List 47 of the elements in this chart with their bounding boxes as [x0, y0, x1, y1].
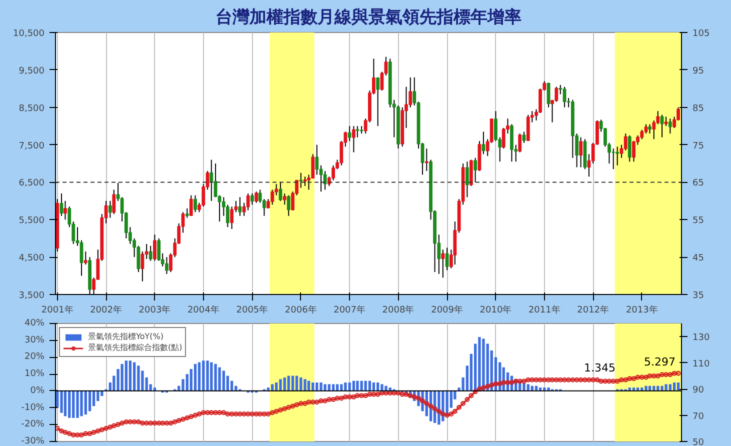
x-tick-label: 2008年	[382, 304, 414, 316]
y-tick-label: -30%	[21, 436, 45, 446]
x-tick-label: 2004年	[187, 304, 220, 316]
y2-tick-label: 75	[692, 141, 704, 152]
y-tick-label: 3,500	[18, 291, 45, 301]
y-tick-label: 8,500	[18, 104, 45, 114]
y-tick-label: 10,500	[13, 29, 45, 39]
annotation: 1.345	[584, 362, 616, 374]
x-tick-label: 2011年	[528, 304, 560, 316]
y-tick-label: 4,500	[18, 254, 45, 264]
y-tick-label: 5,500	[18, 216, 45, 226]
x-tick-label: 2012年	[577, 304, 610, 316]
y2-tick-label: 50	[692, 438, 704, 446]
annotation: 5.297	[644, 356, 676, 368]
y2-tick-label: 70	[692, 412, 704, 422]
x-tick-label: 2003年	[138, 304, 171, 316]
y-tick-label: -10%	[21, 402, 45, 413]
x-tick-label: 2002年	[90, 304, 122, 316]
y2-tick-label: 90	[692, 386, 704, 396]
legend-label: 景氣領先指標YoY(%)	[88, 331, 164, 342]
y-tick-label: 40%	[24, 318, 45, 328]
x-tick-label: 2010年	[480, 304, 512, 316]
y-tick-label: -20%	[21, 420, 45, 430]
y-tick-label: 6,500	[18, 178, 45, 189]
y-tick-label: 9,500	[18, 66, 45, 76]
y2-tick-label: 95	[692, 66, 704, 76]
y2-tick-label: 105	[692, 29, 710, 39]
legend-label: 景氣領先指標綜合指數(點)	[88, 342, 182, 353]
y-tick-label: 20%	[24, 352, 45, 362]
y2-tick-label: 55	[692, 216, 704, 226]
x-tick-label: 2006年	[284, 304, 317, 316]
y2-tick-label: 65	[692, 178, 704, 189]
y2-tick-label: 45	[692, 254, 704, 264]
y-tick-label: 10%	[24, 369, 45, 380]
y-tick-label: 30%	[24, 335, 45, 346]
x-tick-label: 2001年	[41, 304, 74, 316]
y-tick-label: 7,500	[18, 141, 45, 152]
x-tick-label: 2005年	[236, 304, 268, 316]
y2-tick-label: 85	[692, 104, 704, 114]
x-tick-label: 2007年	[334, 304, 366, 316]
x-tick-label: 2013年	[626, 304, 658, 316]
chart-title: 台灣加權指數月線與景氣領先指標年增率	[216, 8, 522, 28]
y2-tick-label: 110	[692, 359, 710, 370]
y-tick-label: 0%	[30, 386, 45, 396]
y2-tick-label: 130	[692, 333, 710, 344]
y2-tick-label: 35	[692, 291, 704, 301]
x-tick-label: 2009年	[431, 304, 464, 316]
